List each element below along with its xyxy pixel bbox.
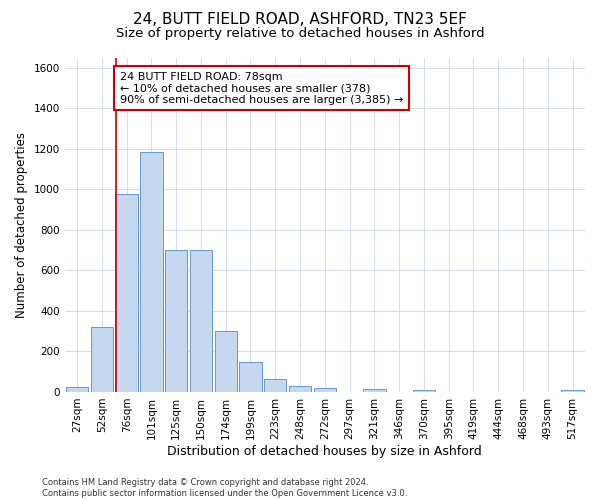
Bar bbox=[115, 194, 138, 392]
Bar bbox=[165, 250, 187, 392]
Bar bbox=[66, 387, 88, 392]
Bar bbox=[215, 331, 237, 392]
Y-axis label: Number of detached properties: Number of detached properties bbox=[15, 132, 28, 318]
Bar bbox=[562, 390, 584, 392]
Bar bbox=[140, 152, 163, 392]
Bar bbox=[264, 379, 286, 392]
Text: 24 BUTT FIELD ROAD: 78sqm
← 10% of detached houses are smaller (378)
90% of semi: 24 BUTT FIELD ROAD: 78sqm ← 10% of detac… bbox=[120, 72, 403, 105]
Text: Size of property relative to detached houses in Ashford: Size of property relative to detached ho… bbox=[116, 28, 484, 40]
Bar bbox=[91, 327, 113, 392]
Bar bbox=[363, 389, 386, 392]
Text: 24, BUTT FIELD ROAD, ASHFORD, TN23 5EF: 24, BUTT FIELD ROAD, ASHFORD, TN23 5EF bbox=[133, 12, 467, 28]
Bar bbox=[413, 390, 435, 392]
Bar bbox=[190, 250, 212, 392]
Bar bbox=[239, 362, 262, 392]
X-axis label: Distribution of detached houses by size in Ashford: Distribution of detached houses by size … bbox=[167, 444, 482, 458]
Bar bbox=[289, 386, 311, 392]
Bar bbox=[314, 388, 336, 392]
Text: Contains HM Land Registry data © Crown copyright and database right 2024.
Contai: Contains HM Land Registry data © Crown c… bbox=[42, 478, 407, 498]
